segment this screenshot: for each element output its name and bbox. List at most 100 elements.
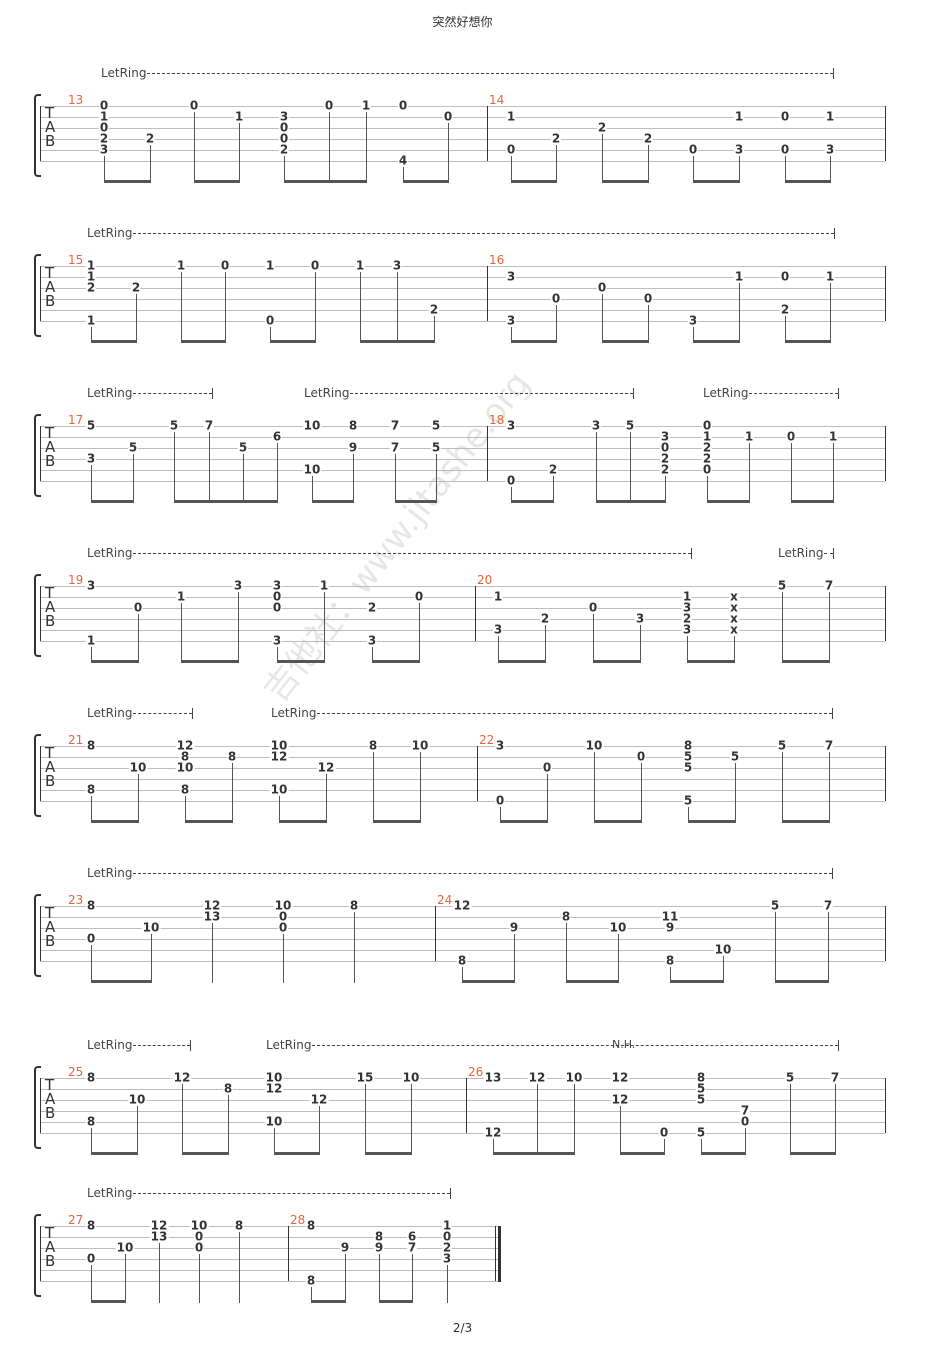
- barline: [40, 906, 41, 961]
- string-line: [40, 266, 885, 267]
- fret-number: 5: [168, 418, 180, 433]
- note-beam: [403, 180, 449, 183]
- string-line: [40, 1226, 500, 1227]
- fret-number: 0: [193, 1229, 205, 1244]
- string-line: [40, 746, 885, 747]
- letring-label: LetRing: [304, 386, 350, 400]
- fret-number: 0: [132, 600, 144, 615]
- fret-number: 3: [366, 633, 378, 648]
- note-beam: [379, 1300, 413, 1303]
- fret-number: 10: [264, 1070, 284, 1085]
- fret-number: 0: [596, 280, 608, 295]
- measure-number: 15: [68, 253, 84, 267]
- fret-number: 8: [226, 749, 238, 764]
- note-stem: [782, 752, 783, 823]
- barline: [435, 906, 436, 961]
- tab-clef-letter: A: [45, 1238, 56, 1256]
- measure-number: 13: [68, 93, 84, 107]
- fret-number: 10: [175, 760, 195, 775]
- fret-number: 2: [547, 462, 559, 477]
- letring-label: LetRing: [87, 546, 133, 560]
- string-line: [40, 1237, 500, 1238]
- note-beam: [566, 980, 619, 983]
- fret-number: 10: [302, 418, 322, 433]
- letring-end: [212, 388, 213, 399]
- letring-label: LetRing: [87, 1186, 133, 1200]
- fret-number: 12: [264, 1081, 284, 1096]
- fret-number: 1: [824, 269, 836, 284]
- string-line: [40, 106, 885, 107]
- fret-number: 7: [823, 738, 835, 753]
- fret-number: 12: [452, 898, 472, 913]
- fret-number: 3: [98, 142, 110, 157]
- string-line: [40, 310, 885, 311]
- fret-number: 2: [596, 120, 608, 135]
- note-stem: [181, 603, 182, 663]
- note-beam: [91, 1152, 138, 1155]
- letring-line: [133, 393, 212, 394]
- barline: [885, 746, 886, 801]
- note-stem: [315, 272, 316, 343]
- note-stem: [270, 327, 271, 343]
- string-line: [40, 1133, 885, 1134]
- fret-number: 3: [687, 313, 699, 328]
- note-stem: [239, 1232, 240, 1303]
- fret-number: 3: [441, 1251, 453, 1266]
- tab-clef-letter: B: [45, 1104, 56, 1122]
- note-stem: [277, 647, 278, 663]
- fret-number: 3: [505, 269, 517, 284]
- letring-line: [350, 393, 633, 394]
- string-line: [40, 426, 885, 427]
- fret-number: 8: [456, 953, 468, 968]
- fret-number: 10: [115, 1240, 135, 1255]
- fret-number: 1: [85, 258, 97, 273]
- fret-number: 3: [590, 418, 602, 433]
- note-stem: [511, 487, 512, 503]
- tab-clef-letter: B: [45, 132, 56, 150]
- note-stem: [500, 807, 501, 823]
- note-stem: [545, 625, 546, 663]
- string-line: [40, 928, 885, 929]
- staff-bracket: [34, 254, 41, 337]
- fret-number: 1: [441, 1218, 453, 1233]
- measure-number: 20: [477, 573, 493, 587]
- note-stem: [209, 432, 210, 503]
- note-stem: [319, 1106, 320, 1155]
- fret-number: 13: [483, 1070, 503, 1085]
- fret-number: 2: [779, 302, 791, 317]
- fret-number: 5: [682, 760, 694, 775]
- fret-number: 8: [305, 1273, 317, 1288]
- measure-number: 21: [68, 733, 84, 747]
- note-stem: [511, 327, 512, 343]
- fret-number: 3: [824, 142, 836, 157]
- fret-number: 3: [271, 633, 283, 648]
- measure-number: 18: [489, 413, 505, 427]
- fret-number: 2: [144, 131, 156, 146]
- fret-number: 8: [367, 738, 379, 753]
- fret-number: 12: [527, 1070, 547, 1085]
- note-stem: [641, 763, 642, 823]
- note-stem: [436, 454, 437, 503]
- fret-number: 0: [188, 98, 200, 113]
- note-beam: [500, 820, 548, 823]
- fret-number: 7: [389, 440, 401, 455]
- tab-clef-letter: B: [45, 772, 56, 790]
- letring-line: [133, 233, 834, 234]
- fret-number: 0: [193, 1240, 205, 1255]
- note-stem: [353, 454, 354, 503]
- note-beam: [277, 660, 325, 663]
- note-stem: [354, 912, 355, 983]
- barline: [885, 1078, 886, 1133]
- final-barline-thick: [498, 1226, 501, 1282]
- string-line: [40, 917, 885, 918]
- note-stem: [739, 283, 740, 343]
- note-stem: [277, 443, 278, 503]
- staff-bracket: [34, 1214, 41, 1297]
- fret-number: 1: [354, 258, 366, 273]
- fret-number: 5: [776, 738, 788, 753]
- note-stem: [664, 1139, 665, 1155]
- string-line: [40, 1281, 500, 1282]
- note-stem: [701, 1139, 702, 1155]
- note-stem: [749, 443, 750, 503]
- fret-number: 7: [823, 578, 835, 593]
